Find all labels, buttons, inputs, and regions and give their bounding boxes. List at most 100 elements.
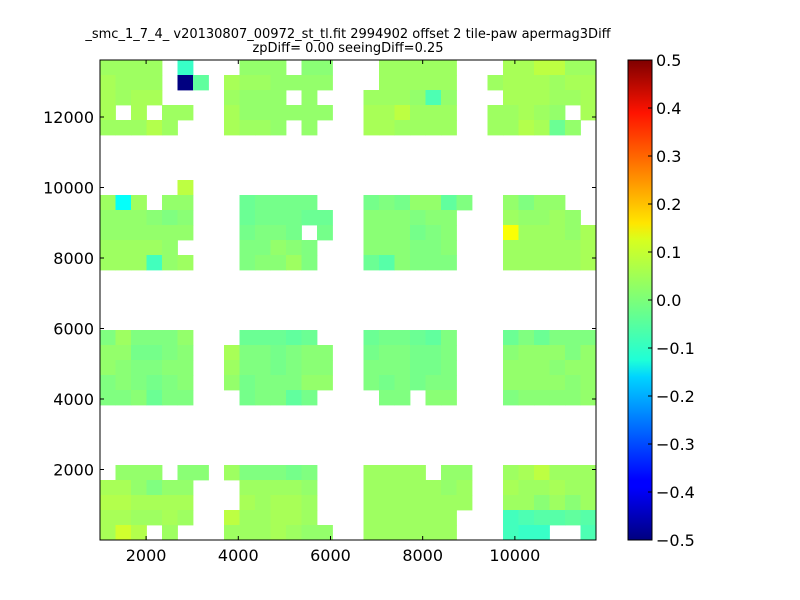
- heatmap-cell: [131, 390, 147, 406]
- heatmap-cell: [580, 240, 597, 256]
- heatmap-cell: [394, 75, 411, 91]
- heatmap-cell: [534, 375, 550, 391]
- heatmap-cell: [162, 225, 178, 241]
- heatmap-cell: [317, 375, 333, 391]
- heatmap-cell: [317, 525, 333, 541]
- heatmap-cell: [394, 375, 411, 391]
- heatmap-cell: [255, 330, 271, 346]
- heatmap-cell: [441, 75, 457, 91]
- heatmap-cell: [425, 240, 442, 256]
- heatmap-cell: [518, 240, 535, 256]
- heatmap-cell: [301, 330, 318, 346]
- heatmap-cell: [270, 225, 287, 241]
- heatmap-cell: [131, 465, 147, 481]
- heatmap-cell: [534, 345, 550, 361]
- heatmap-cell: [301, 375, 318, 391]
- heatmap-cell: [503, 210, 519, 226]
- heatmap-cell: [534, 495, 550, 511]
- heatmap-cell: [270, 510, 287, 526]
- heatmap-cell: [301, 345, 318, 361]
- heatmap-cell: [534, 480, 550, 496]
- heatmap-cell: [549, 225, 566, 241]
- heatmap-cell: [286, 495, 302, 511]
- heatmap-cell: [146, 375, 163, 391]
- heatmap-cell: [487, 105, 504, 121]
- heatmap-cell: [100, 330, 116, 346]
- heatmap-cell: [549, 510, 566, 526]
- heatmap-cell: [115, 330, 132, 346]
- heatmap-cell: [146, 345, 163, 361]
- heatmap-cell: [270, 465, 287, 481]
- heatmap-cell: [239, 120, 256, 136]
- heatmap-cell: [565, 465, 581, 481]
- heatmap-cell: [534, 105, 550, 121]
- heatmap-cell: [410, 195, 426, 211]
- heatmap-cell: [425, 105, 442, 121]
- heatmap-cell: [239, 105, 256, 121]
- heatmap-cell: [565, 240, 581, 256]
- heatmap-cell: [286, 465, 302, 481]
- heatmap-cell: [255, 360, 271, 376]
- heatmap-cell: [425, 495, 442, 511]
- heatmap-cell: [565, 390, 581, 406]
- heatmap-cell: [518, 255, 535, 271]
- heatmap-cell: [286, 510, 302, 526]
- heatmap-cell: [503, 465, 519, 481]
- heatmap-cell: [131, 210, 147, 226]
- heatmap-cell: [441, 255, 457, 271]
- heatmap-cell: [425, 195, 442, 211]
- heatmap-cell: [410, 225, 426, 241]
- heatmap-cell: [131, 60, 147, 76]
- y-tick-label: 4000: [53, 390, 94, 409]
- heatmap-cell: [239, 60, 256, 76]
- heatmap-cell: [503, 60, 519, 76]
- heatmap-cell: [549, 60, 566, 76]
- heatmap-cell: [270, 390, 287, 406]
- heatmap-cell: [379, 360, 395, 376]
- heatmap-cell: [131, 240, 147, 256]
- heatmap-cell: [162, 375, 178, 391]
- heatmap-cell: [162, 360, 178, 376]
- heatmap-cell: [146, 240, 163, 256]
- heatmap-cell: [146, 330, 163, 346]
- heatmap-cell: [162, 210, 178, 226]
- heatmap-cell: [286, 255, 302, 271]
- x-tick-label: 2000: [126, 546, 167, 565]
- heatmap-cell: [410, 525, 426, 541]
- heatmap-cell: [286, 195, 302, 211]
- heatmap-cell: [146, 120, 163, 136]
- heatmap-cell: [410, 75, 426, 91]
- heatmap-cell: [425, 225, 442, 241]
- heatmap-cell: [239, 495, 256, 511]
- heatmap-cell: [177, 375, 194, 391]
- heatmap-cell: [518, 330, 535, 346]
- heatmap-cell: [518, 510, 535, 526]
- heatmap-cell: [239, 195, 256, 211]
- heatmap-cell: [270, 345, 287, 361]
- heatmap-cell: [503, 525, 519, 541]
- heatmap-cell: [441, 195, 457, 211]
- heatmap-cell: [286, 390, 302, 406]
- heatmap-cell: [518, 480, 535, 496]
- heatmap-cell: [131, 120, 147, 136]
- heatmap-cell: [394, 60, 411, 76]
- heatmap-cell: [239, 525, 256, 541]
- heatmap-cell: [255, 465, 271, 481]
- heatmap-cell: [441, 90, 457, 106]
- heatmap-cell: [441, 525, 457, 541]
- heatmap-cell: [580, 390, 597, 406]
- y-tick-label: 12000: [43, 108, 94, 127]
- heatmap-cell: [100, 240, 116, 256]
- heatmap-cell: [239, 510, 256, 526]
- heatmap-cell: [379, 345, 395, 361]
- heatmap-cell: [100, 345, 116, 361]
- heatmap-cell: [534, 255, 550, 271]
- heatmap-cell: [503, 90, 519, 106]
- heatmap-cell: [146, 390, 163, 406]
- y-tick-label: 8000: [53, 249, 94, 268]
- heatmap-cell: [301, 75, 318, 91]
- heatmap-cell: [441, 360, 457, 376]
- heatmap-cell: [177, 105, 194, 121]
- heatmap-cell: [115, 375, 132, 391]
- heatmap-cell: [565, 120, 581, 136]
